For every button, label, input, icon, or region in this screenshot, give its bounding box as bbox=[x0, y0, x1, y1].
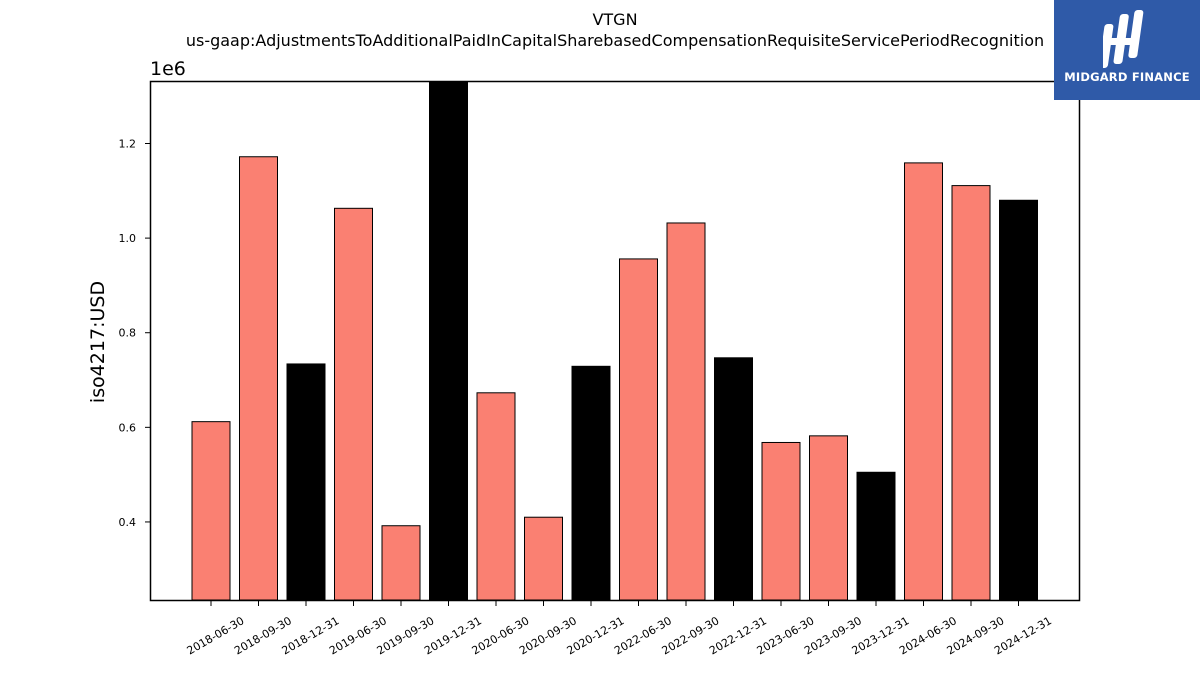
bar-2019-12-31 bbox=[429, 81, 468, 601]
bar-2023-06-30 bbox=[761, 441, 801, 601]
y-scale-label: 1e6 bbox=[150, 58, 186, 80]
chart-title: VTGN bbox=[592, 10, 637, 29]
bar-2020-06-30 bbox=[476, 392, 516, 601]
y-tick-label: 0.4 bbox=[119, 516, 137, 529]
logo-mark-icon bbox=[1103, 10, 1144, 68]
y-tick-label: 0.8 bbox=[119, 327, 137, 340]
x-axis-ticks: 2018-06-302018-09-302018-12-312019-06-30… bbox=[185, 600, 1054, 657]
bar-2022-09-30 bbox=[666, 222, 706, 601]
bar-2024-09-30 bbox=[951, 185, 991, 601]
bar-2018-06-30 bbox=[191, 421, 231, 601]
bar-2022-06-30 bbox=[619, 258, 658, 601]
bar-2023-12-31 bbox=[856, 471, 896, 601]
bar-2024-06-30 bbox=[904, 162, 943, 601]
bar-2023-09-30 bbox=[809, 435, 848, 601]
logo-text: MIDGARD FINANCE bbox=[1064, 70, 1190, 84]
y-tick-label: 1.2 bbox=[119, 137, 137, 150]
chart-subtitle: us-gaap:AdjustmentsToAdditionalPaidInCap… bbox=[186, 31, 1044, 50]
bar-2020-09-30 bbox=[524, 516, 563, 601]
bar-2019-09-30 bbox=[381, 525, 421, 601]
bar-2018-09-30 bbox=[239, 156, 278, 601]
y-axis-label: iso4217:USD bbox=[87, 281, 109, 403]
y-tick-label: 1.0 bbox=[119, 232, 137, 245]
y-axis-ticks: 0.4 0.6 0.8 1.0 1.2 bbox=[119, 137, 151, 529]
midgard-finance-logo: MIDGARD FINANCE bbox=[1054, 0, 1200, 100]
y-tick-label: 0.6 bbox=[119, 421, 137, 434]
bar-2022-12-31 bbox=[714, 357, 753, 601]
bar-2018-12-31 bbox=[286, 363, 326, 601]
plot-frame bbox=[149, 80, 1081, 602]
bar-2024-12-31 bbox=[999, 199, 1038, 601]
bar-2020-12-31 bbox=[571, 365, 611, 601]
bars-group bbox=[191, 81, 1038, 601]
bar-2019-06-30 bbox=[334, 207, 373, 601]
